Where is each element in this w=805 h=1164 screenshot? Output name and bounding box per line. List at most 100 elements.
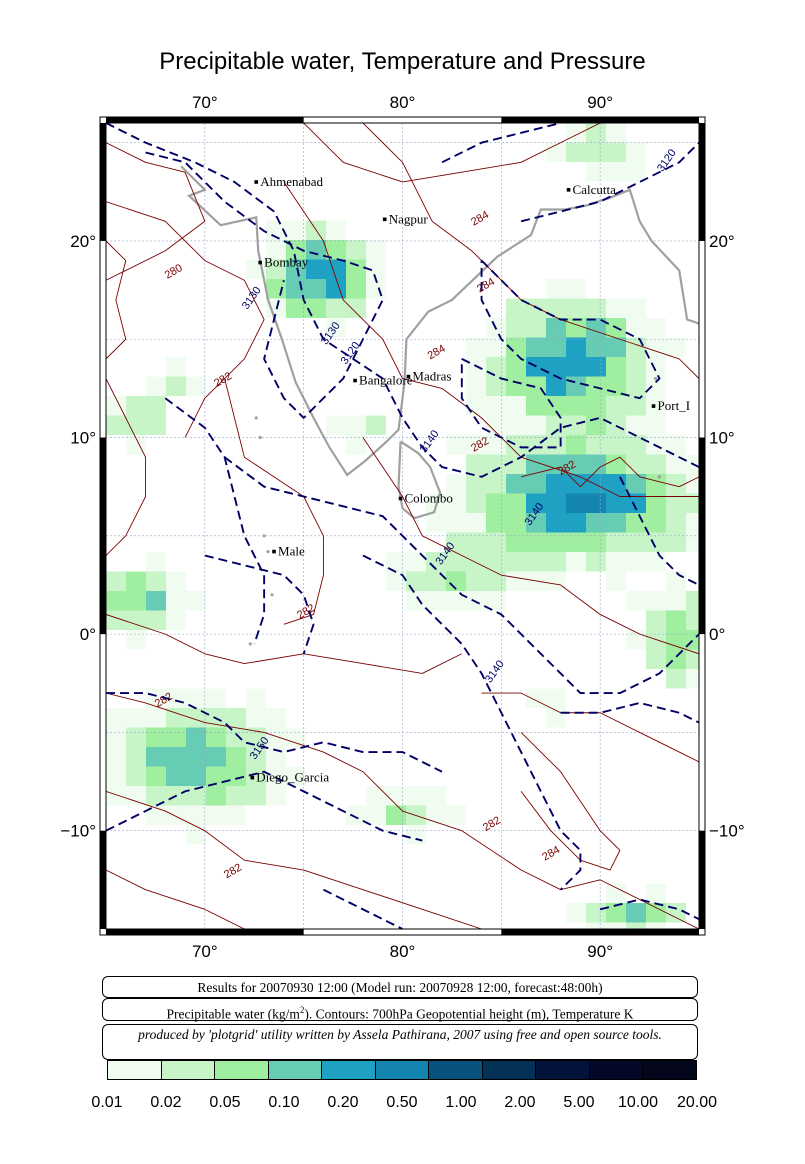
pw-cell [486,513,506,533]
colorbar-tick-label: 0.10 [268,1094,300,1111]
colorbar-tick-label: 1.00 [445,1094,477,1111]
colorbar-swatch [322,1061,376,1079]
pw-cell [346,298,366,318]
pw-cell [186,825,206,845]
colorbar-swatch [268,1061,323,1079]
temperature-label: 284 [540,844,562,864]
pw-cell [526,415,546,435]
pw-cell [686,610,699,630]
pw-cell [586,922,606,929]
colorbar-swatch [215,1061,269,1079]
city-label-bangalore: Bangalore [359,373,413,388]
city-label-port_i: Port_I [658,398,691,413]
temperature-contour [224,378,324,625]
pw-cell [326,279,346,299]
pw-cell [466,571,486,591]
pw-cell [626,396,646,416]
pw-cell [566,903,586,923]
pw-cell [186,376,206,396]
pw-cell [306,240,326,260]
pw-cell [606,922,626,929]
temperature-label: 282 [481,814,503,834]
pw-cell [246,747,266,767]
pw-cell [646,532,666,552]
pw-cell [186,708,206,728]
pw-cell [186,591,206,611]
city-label-ahmenabad: Ahmenabad [260,174,323,189]
island-dot [653,376,658,381]
pw-cell [486,532,506,552]
pw-cell [626,922,646,929]
pw-cell [526,688,546,708]
pw-cell [586,532,606,552]
pw-cell [626,903,646,923]
pw-cell [246,708,266,728]
pw-cell [226,747,246,767]
pw-cell [646,337,666,357]
pw-cell [546,571,566,591]
city-marker [272,549,276,554]
pw-cell [286,259,306,279]
city-label-calcutta: Calcutta [573,182,617,197]
pw-cell [486,571,506,591]
pw-cell [326,415,346,435]
pw-cell [566,435,586,455]
pw-cell [606,883,626,903]
pw-cell [686,493,699,513]
pw-cell [466,376,486,396]
geopotential-label: 3130 [240,285,264,312]
pw-cell [546,688,566,708]
pw-cell [126,571,146,591]
city-marker [651,404,656,408]
island-dot [270,593,274,597]
pw-cell [146,396,166,416]
pw-cell [446,532,466,552]
pw-cell [506,376,526,396]
geopotential-contour [599,898,699,921]
pw-cell [606,571,626,591]
pw-cell [506,532,526,552]
lat-label-right: −10° [709,822,745,841]
pw-cell [346,279,366,299]
geopotential-contour [619,476,699,586]
city-marker [254,180,259,184]
city-label-bombay: Bombay [264,255,309,270]
pw-cell [486,454,506,474]
pw-cell [226,805,246,825]
pw-cell [126,396,146,416]
geopotential-contour [106,123,699,478]
pw-cell [566,142,586,162]
pw-cell [666,454,686,474]
temperature-label: 282 [222,862,244,882]
pw-cell [506,298,526,318]
pw-cell [626,493,646,513]
colorbar-tick-label: 0.05 [209,1094,241,1111]
pw-cell [626,474,646,494]
pw-cell [506,552,526,572]
pw-cell [626,532,646,552]
pw-cell [526,552,546,572]
city-marker [398,496,403,501]
pw-cell [166,357,186,377]
pw-cell [646,610,666,630]
pw-cell [146,786,166,806]
geopotential-contour [106,692,443,773]
pw-cell [586,123,606,143]
pw-cell [126,610,146,630]
pw-cell [346,240,366,260]
pw-cell [606,903,626,923]
colorbar-tick-label: 0.01 [91,1094,123,1111]
lon-label-top: 70° [192,93,218,112]
pw-cell [506,337,526,357]
pw-cell [486,337,506,357]
pw-cell [266,240,286,260]
pw-cell [566,318,586,338]
city-label-diego_garcia: Diego_Garcia [256,770,329,785]
frame-tick-right [699,123,705,241]
pw-cell [686,649,699,669]
pw-cell [166,688,186,708]
lat-label-left: −10° [60,822,96,841]
pw-cell [406,786,426,806]
pw-cell [666,532,686,552]
